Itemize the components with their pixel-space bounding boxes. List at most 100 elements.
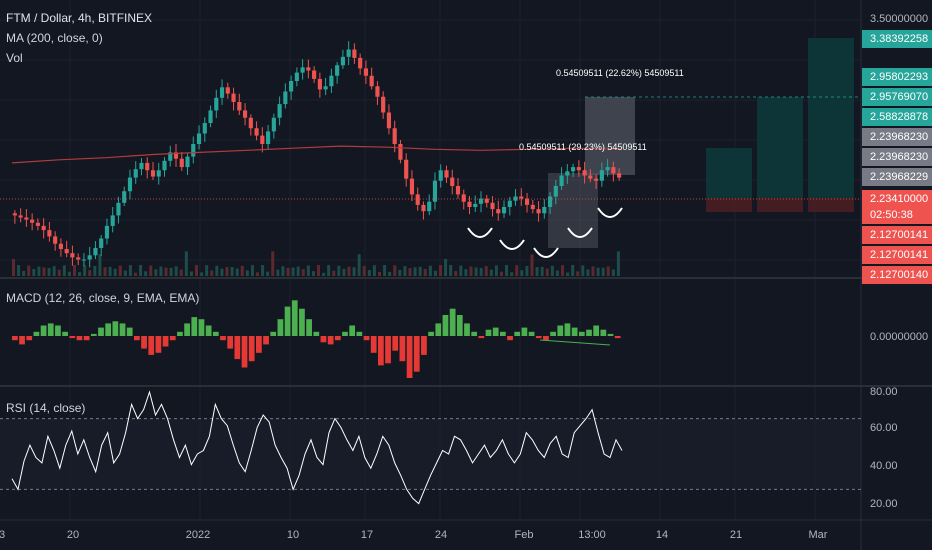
macd-bar [370,336,377,353]
price-axis-label: 2.23410000 [862,190,932,208]
vol-legend[interactable]: Vol [6,51,23,65]
projection-stop-2 [757,198,803,212]
volume-bar [322,272,326,276]
price-axis-label: 2.23968230 [862,128,932,146]
candle-body [496,209,501,214]
macd-bar [550,331,556,336]
volume-bar [327,265,331,276]
volume-bar [439,265,442,276]
volume-bar [174,266,178,276]
volume-bar [67,271,71,276]
volume-bar [545,268,549,276]
macd-bar [471,331,478,336]
volume-bar [57,269,61,276]
macd-bar [492,327,499,336]
candle-body [530,204,535,210]
rsi-legend-label[interactable]: RSI (14, close) [6,401,86,415]
volume-bar [530,254,534,276]
macd-bar [198,319,205,336]
candle-body [24,217,29,220]
measure-boxes [548,97,635,248]
macd-bar [421,336,427,355]
macd-bar [607,333,614,336]
volume-bar [423,268,427,276]
volume-bar [250,265,254,276]
macd-bar [155,336,162,353]
macd-bar [428,331,434,336]
macd-bar [55,325,61,336]
candle-body [450,177,455,186]
volume-bar [139,265,143,276]
volume-bar [47,268,51,276]
rsi-axis-tick: 60.00 [870,422,898,434]
price-axis-label: 2.23968229 [862,168,932,186]
macd-bar [578,331,585,336]
macd-bar [485,329,492,336]
volume-bar [286,267,290,276]
volume-bar [510,272,514,276]
macd-bar [478,336,485,339]
volume-bar [195,265,198,276]
volume-bar [418,266,422,276]
candle-body [542,207,547,214]
volume-bar [616,251,620,276]
candle-body [271,117,276,132]
candle-body [565,171,570,176]
projection-stop-3 [808,198,854,212]
rsi-pane [0,390,861,505]
macd-bar [26,336,33,341]
candle-body [185,156,190,168]
projection-boxes [706,38,854,212]
candle-body [312,70,317,79]
macd-bar [126,327,133,336]
candle-body [524,198,530,205]
volume-bar [73,265,76,276]
macd-bar [191,317,198,336]
rsi-legend: RSI (14, close) [6,398,85,418]
volume-bar [281,266,285,276]
symbol-title[interactable]: FTM / Dollar, 4h, BITFINEX [6,11,153,25]
volume-bar [571,265,575,276]
macd-bar [220,336,226,341]
price-axis-label: 2.12700141 [862,226,932,244]
candle-body [156,170,161,177]
volume-bar [413,267,417,276]
ma-legend[interactable]: MA (200, close, 0) [6,31,103,45]
volume-bar [220,268,224,276]
macd-bar [349,325,356,336]
volume-bar [27,265,31,276]
volume-bar [337,265,341,276]
macd-bar [399,336,406,362]
macd-legend-label[interactable]: MACD (12, 26, close, 9, EMA, EMA) [6,291,200,305]
candle-body [369,75,374,87]
macd-bar [105,323,112,336]
candle-body [392,128,397,144]
projection-box-3 [808,38,854,198]
macd-bar [119,323,126,336]
volume-bar [566,272,570,276]
candle-body [289,81,294,92]
price-axis-label: 2.12700140 [862,266,932,284]
rsi-band [0,418,861,490]
candle-body [150,170,156,177]
candle-body [432,180,438,202]
macd-bar [212,331,219,336]
time-axis-label: 17 [361,529,373,541]
projection-stop-1 [706,198,752,212]
volume-bar [149,265,153,276]
candle-body [196,133,202,144]
candle-body [99,238,104,248]
macd-bar [83,336,90,341]
time-axis-label: 10 [287,529,299,541]
rsi-axis-tick: 20.00 [870,498,898,510]
candle-body [501,207,507,214]
candle-body [594,178,599,181]
candle-body [64,249,69,254]
candle-body [87,255,92,260]
projection-box-2 [757,97,803,198]
volume-bar [245,270,249,276]
macd-bar [378,336,384,366]
macd-bar [227,336,234,349]
volume-bar [205,265,209,276]
